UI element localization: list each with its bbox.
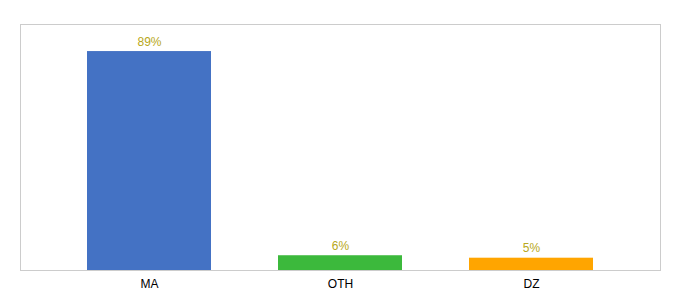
svg-text:MA: MA (141, 277, 159, 291)
svg-text:5%: 5% (523, 241, 541, 255)
svg-text:DZ: DZ (524, 277, 540, 291)
svg-text:89%: 89% (137, 35, 161, 49)
svg-text:OTH: OTH (328, 277, 353, 291)
svg-text:6%: 6% (332, 239, 350, 253)
